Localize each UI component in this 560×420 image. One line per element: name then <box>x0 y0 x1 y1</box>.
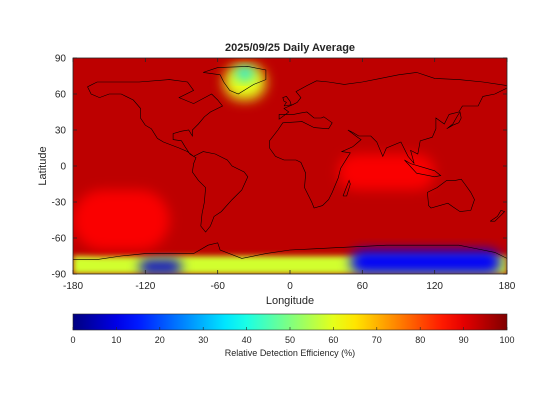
colorbar-tick-label: 90 <box>459 335 469 345</box>
y-tick-label: 60 <box>55 90 67 101</box>
x-tick-label: 120 <box>426 281 443 292</box>
colorbar-tick-label: 0 <box>70 335 75 345</box>
coastline-new-zealand <box>489 210 506 222</box>
coastline-north-america <box>87 79 223 157</box>
colorbar-tick-label: 80 <box>415 335 425 345</box>
region-indian-ocean-high <box>338 154 435 190</box>
colorbar-tick-label: 20 <box>155 335 165 345</box>
coastline-south-america <box>192 151 249 233</box>
coastline-greenland <box>203 66 267 95</box>
y-tick-label: 90 <box>55 54 67 65</box>
region-antarctic-east-low <box>350 250 501 274</box>
region-greenland-low <box>223 64 266 100</box>
y-tick-label: 0 <box>60 162 66 173</box>
colorbar: 0 10 20 30 40 50 60 70 80 90 100 Relative Detectio… <box>70 313 515 358</box>
colorbar-tick-label: 10 <box>111 335 121 345</box>
colorbar-tick-label: 100 <box>499 335 514 345</box>
coastline-japan <box>446 111 462 130</box>
x-axis-label: Longitude <box>266 295 314 307</box>
y-tick-label: -60 <box>52 234 67 245</box>
chart-title: 2025/09/25 Daily Average <box>225 42 355 54</box>
x-tick-label: 0 <box>287 281 293 292</box>
y-tick-label: -30 <box>52 198 67 209</box>
coastline-australia <box>427 178 475 212</box>
colorbar-label: Relative Detection Efficiency (%) <box>225 348 355 358</box>
coastline-africa-eurasia <box>269 72 507 209</box>
x-tick-label: -180 <box>63 281 83 292</box>
y-tick-label: 30 <box>55 126 67 137</box>
x-tick-label: 180 <box>499 281 516 292</box>
x-tick-label: -120 <box>135 281 155 292</box>
coastline-overlay <box>73 66 507 260</box>
coastline-madagascar <box>342 179 351 197</box>
x-tick-label: 60 <box>357 281 369 292</box>
region-south-pacific-high <box>73 190 170 250</box>
colorbar-tick-label: 30 <box>198 335 208 345</box>
y-tick-label: -90 <box>52 270 67 281</box>
map-plot-area <box>72 57 508 275</box>
coastline-indonesia <box>404 159 442 178</box>
region-antarctic-west-low <box>139 259 182 274</box>
colorbar-tick-label: 50 <box>285 335 295 345</box>
colorbar-tick-label: 40 <box>242 335 252 345</box>
coastline-uk <box>282 96 292 107</box>
coastline-antarctica <box>73 242 507 260</box>
region-greenland-core <box>235 67 254 80</box>
colorbar-tick-label: 60 <box>328 335 338 345</box>
colorbar-tick-label: 70 <box>372 335 382 345</box>
x-tick-label: -60 <box>210 281 225 292</box>
y-axis-label: Latitude <box>37 146 49 185</box>
